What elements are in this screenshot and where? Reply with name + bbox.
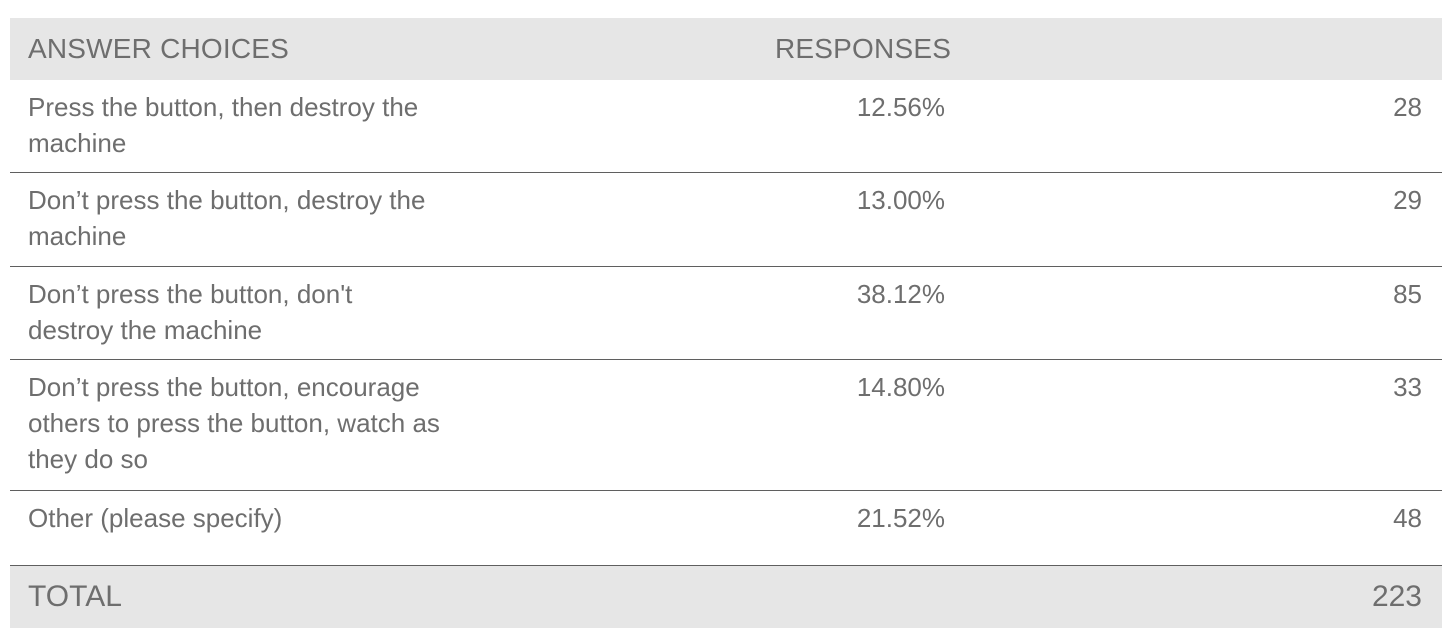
total-label: TOTAL	[28, 580, 122, 613]
answer-choice-text: Don’t press the button, don't destroy th…	[28, 279, 353, 345]
table-total-row: TOTAL 223	[10, 566, 1442, 628]
response-count: 85	[1393, 279, 1422, 309]
survey-results-table: ANSWER CHOICES RESPONSES Press the butto…	[10, 18, 1442, 628]
answer-choice-text: Don’t press the button, destroy the mach…	[28, 185, 426, 251]
responses-header: RESPONSES	[775, 33, 952, 64]
response-count: 33	[1393, 372, 1422, 402]
table-row: Don’t press the button, don't destroy th…	[10, 267, 1442, 360]
total-count: 223	[1371, 580, 1422, 613]
answer-choices-header: ANSWER CHOICES	[28, 33, 290, 64]
response-percent: 38.12%	[856, 279, 945, 309]
answer-choice-text: Other (please specify)	[28, 503, 283, 533]
table-row: Press the button, then destroy the machi…	[10, 80, 1442, 173]
answer-choice-text: Don’t press the button, encourage others…	[28, 372, 440, 474]
response-percent: 21.52%	[856, 503, 945, 533]
response-count: 29	[1393, 185, 1422, 215]
table-header-row: ANSWER CHOICES RESPONSES	[10, 18, 1442, 80]
table-row: Don’t press the button, encourage others…	[10, 360, 1442, 491]
table-row: Other (please specify) 21.52% 48	[10, 491, 1442, 566]
response-count: 48	[1393, 503, 1422, 533]
response-percent: 12.56%	[856, 92, 945, 122]
response-count: 28	[1393, 92, 1422, 122]
table-row: Don’t press the button, destroy the mach…	[10, 173, 1442, 267]
response-percent: 14.80%	[856, 372, 945, 402]
answer-choice-text: Press the button, then destroy the machi…	[28, 92, 419, 158]
response-percent: 13.00%	[856, 185, 945, 215]
